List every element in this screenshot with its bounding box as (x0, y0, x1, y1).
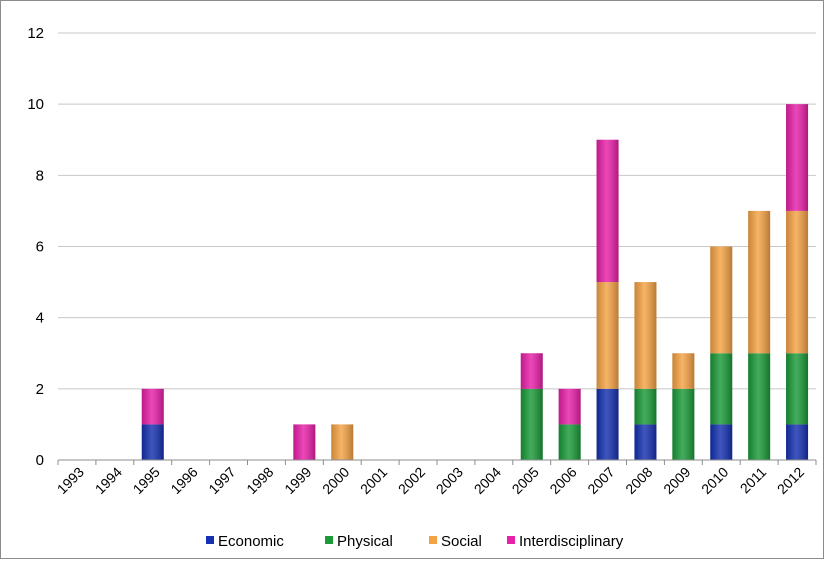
bar-segment-shading (748, 210, 771, 354)
bar-segment-shading (558, 388, 581, 425)
x-tick-label: 2002 (395, 464, 428, 497)
x-axis-ticks: 1993 1994 1995 1996 1997 1998 1999 2000 2001 2002… (54, 464, 808, 497)
x-tick-label: 1994 (92, 464, 125, 497)
bar-segment-shading (748, 353, 771, 460)
y-tick-label: 0 (36, 452, 44, 469)
y-tick-label: 10 (27, 96, 44, 113)
bar-segment-shading (558, 424, 581, 460)
legend-label: Interdisciplinary (519, 533, 624, 550)
legend-swatch (507, 536, 515, 544)
y-axis-ticks: 0 2 4 6 8 10 12 (27, 25, 44, 469)
x-tick-label: 2004 (471, 464, 504, 497)
legend: Economic Physical Social Interdisciplinary (206, 533, 624, 550)
bar-segment-shading (710, 353, 733, 425)
bar-segment-shading (786, 210, 809, 354)
bar-segment-shading (786, 104, 809, 211)
x-tick-label: 2009 (660, 464, 693, 497)
x-tick-label: 2008 (622, 464, 655, 497)
bar-segment-shading (634, 282, 657, 389)
legend-label: Physical (337, 533, 393, 550)
x-tick-label: 1995 (130, 464, 163, 497)
x-tick-label: 2012 (774, 464, 807, 497)
x-tick-label: 2005 (509, 464, 542, 497)
bar-segment-shading (634, 388, 657, 425)
x-tick-label: 2010 (698, 464, 731, 497)
legend-item-physical: Physical (325, 533, 393, 550)
legend-label: Economic (218, 533, 284, 550)
bar-segment-shading (141, 388, 164, 425)
x-tick-label: 1993 (54, 464, 87, 497)
x-tick-label: 2011 (737, 464, 770, 497)
legend-label: Social (441, 533, 482, 550)
legend-item-economic: Economic (206, 533, 284, 550)
bar-segment-shading (672, 388, 695, 460)
bar-segment-shading (331, 424, 354, 460)
bar-segment-shading (672, 353, 695, 389)
bar-segment-shading (596, 282, 619, 389)
legend-swatch (429, 536, 437, 544)
bar-segment-shading (786, 424, 809, 460)
x-axis (57, 459, 817, 465)
y-tick-label: 12 (27, 25, 44, 42)
bar-segment-shading (710, 424, 733, 460)
x-tick-label: 2003 (433, 464, 466, 497)
y-tick-label: 6 (36, 239, 44, 256)
legend-item-interdisciplinary: Interdisciplinary (507, 533, 624, 550)
bar-segment-shading (293, 424, 316, 460)
x-tick-label: 1997 (205, 464, 238, 497)
x-tick-label: 2001 (357, 464, 390, 497)
bar-segment-shading (596, 139, 619, 283)
x-tick-label: 1999 (281, 464, 314, 497)
bar-segment-shading (520, 353, 543, 389)
bars (141, 104, 809, 460)
bar-segment-shading (710, 246, 733, 354)
x-tick-label: 2007 (584, 464, 617, 497)
x-tick-label: 2000 (319, 464, 352, 497)
x-tick-label: 1996 (167, 464, 200, 497)
x-tick-label: 2006 (546, 464, 579, 497)
bar-segment-shading (634, 424, 657, 460)
bar-segment-shading (596, 388, 619, 460)
bar-segment-shading (520, 388, 543, 460)
legend-swatch (206, 536, 214, 544)
y-tick-label: 8 (36, 167, 44, 184)
y-tick-label: 2 (36, 381, 44, 398)
bar-segment-shading (141, 424, 164, 460)
x-tick-label: 1998 (243, 464, 276, 497)
legend-item-social: Social (429, 533, 482, 550)
bar-segment-shading (786, 353, 809, 425)
gridlines (58, 32, 816, 390)
legend-swatch (325, 536, 333, 544)
y-tick-label: 4 (36, 310, 44, 327)
